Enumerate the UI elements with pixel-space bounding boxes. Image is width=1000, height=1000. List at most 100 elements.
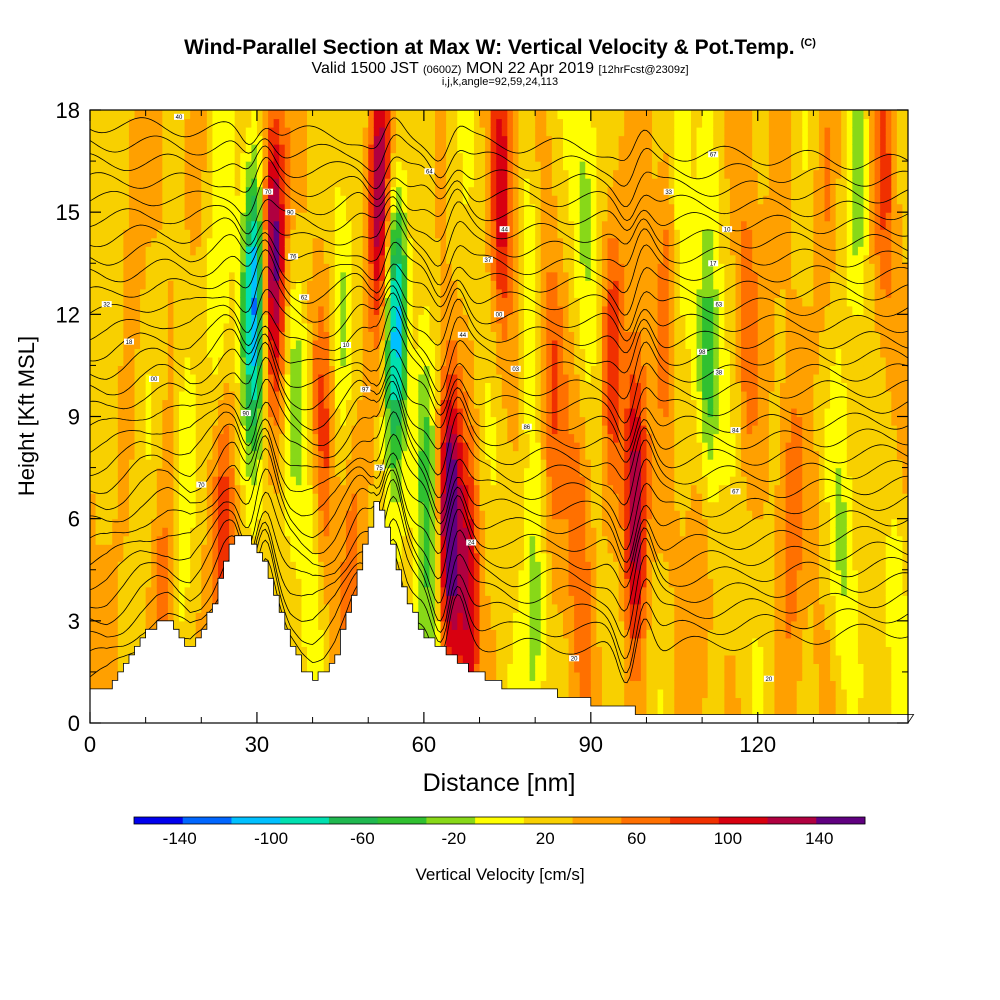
colorbar-tick-label: 140 <box>805 829 833 848</box>
theta-contour <box>90 145 908 207</box>
theta-contour <box>90 374 908 463</box>
valid-date: MON 22 Apr 2019 <box>465 60 595 77</box>
contour-label-bg <box>101 301 112 308</box>
contour-label: 00 <box>151 377 158 383</box>
colorbar-tick-label: 100 <box>714 829 742 848</box>
colorbar-swatch <box>523 817 573 824</box>
contour-label: 98 <box>699 350 706 356</box>
colorbar-swatch <box>426 817 476 824</box>
contour-label: 38 <box>715 370 722 376</box>
x-tick-label: 90 <box>579 732 603 757</box>
contour-label: 33 <box>665 190 672 196</box>
y-tick-label: 0 <box>68 711 80 736</box>
theta-contour <box>90 433 908 551</box>
contour-label-bg <box>424 168 435 175</box>
x-tick-label: 120 <box>739 732 776 757</box>
contour-label-bg <box>521 423 532 430</box>
contour-label-bg <box>124 338 134 345</box>
contour-label-bg <box>730 427 741 434</box>
forecast-info: [12hrFcst@2309z] <box>598 64 689 76</box>
contour-label-bg <box>196 481 207 488</box>
y-tick-label: 12 <box>56 302 80 327</box>
contour-label-bg <box>763 675 774 682</box>
contour-label: 44 <box>459 333 466 339</box>
theta-contour <box>90 341 908 441</box>
theta-contour <box>90 469 908 591</box>
contour-label: 32 <box>103 302 110 308</box>
terrain-mask <box>89 501 915 724</box>
colorbar-swatch <box>621 817 671 824</box>
contour-label: 70 <box>198 483 205 489</box>
theta-contour <box>90 447 908 563</box>
theta-contour <box>90 196 908 252</box>
contour-label-bg <box>510 365 521 372</box>
contour-label: 17 <box>710 261 717 267</box>
contour-label: 67 <box>732 490 739 496</box>
contour-label-bg <box>374 464 385 471</box>
contour-label: 86 <box>523 425 530 431</box>
contour-label-bg <box>730 488 741 495</box>
colorbar-swatch <box>816 817 866 824</box>
colorbar-swatch <box>767 817 817 824</box>
y-tick-label: 3 <box>68 609 80 634</box>
colorbar-tick-label: -60 <box>350 829 375 848</box>
contour-label: 18 <box>126 340 133 346</box>
contour-label: 76 <box>290 255 297 261</box>
theta-contour <box>90 249 908 332</box>
theta-contour <box>90 134 908 187</box>
colorbar-swatch <box>134 817 184 824</box>
contour-label: 62 <box>301 296 308 302</box>
contour-label-bg <box>457 331 468 338</box>
colorbar-swatch <box>572 817 622 824</box>
x-tick-label: 0 <box>84 732 96 757</box>
contour-label: 37 <box>485 258 492 264</box>
theta-contour <box>90 380 908 481</box>
theta-contour <box>90 292 908 374</box>
contour-label: 90 <box>287 210 294 216</box>
contour-label-bg <box>713 301 724 308</box>
contour-label-bg <box>341 342 351 348</box>
contour-label: 63 <box>715 302 722 308</box>
terrain-profile <box>89 501 915 724</box>
contour-label-bg <box>263 188 274 195</box>
colorbar-swatch <box>280 817 330 824</box>
theta-contour <box>90 175 908 237</box>
theta-contour <box>90 266 908 342</box>
colorbar-tick-label: -140 <box>163 829 197 848</box>
section-info: i,j,k,angle=92,59,24,113 <box>441 76 559 88</box>
title-text: Wind-Parallel Section at Max W: Vertical… <box>184 36 795 59</box>
contour-label: 97 <box>362 388 369 394</box>
y-tick-label: 9 <box>68 405 80 430</box>
contour-label: 84 <box>732 428 739 434</box>
theta-contour <box>90 204 908 268</box>
colorbar-tick-label: 20 <box>536 829 555 848</box>
y-tick-label: 15 <box>56 200 80 225</box>
colorbar-swatch <box>182 817 232 824</box>
theta-contour <box>90 117 908 170</box>
contour-label: 40 <box>176 115 183 121</box>
y-tick-label: 18 <box>56 98 80 123</box>
colorbar-swatch <box>231 817 281 824</box>
contour-label: 44 <box>501 227 508 233</box>
contour-label: 20 <box>766 677 773 683</box>
contour-label-bg <box>722 226 733 233</box>
contour-label-bg <box>697 348 708 355</box>
colorbar-frame <box>133 816 866 825</box>
contour-label-bg <box>174 113 184 120</box>
colorbar-tick-label: -20 <box>442 829 467 848</box>
contour-label: 10 <box>343 343 350 349</box>
valid-time: Valid 1500 JST <box>311 60 419 77</box>
contour-label-bg <box>494 311 504 318</box>
y-tick-label: 6 <box>68 507 80 532</box>
contour-label-bg <box>360 386 371 393</box>
contour-label-bg <box>299 294 310 301</box>
contour-labels: 40 32 18 00 70 90 76 62 10 97 90 70 75 64 44 37 00 44 03 86… <box>101 113 774 683</box>
contour-label: 75 <box>376 466 383 472</box>
theta-contour <box>90 411 908 532</box>
colorbar-swatch <box>475 817 525 824</box>
contour-label: 00 <box>496 313 503 319</box>
contour-label-bg <box>708 260 719 267</box>
copyright-mark: (C) <box>800 37 816 49</box>
theta-contour <box>90 239 908 316</box>
